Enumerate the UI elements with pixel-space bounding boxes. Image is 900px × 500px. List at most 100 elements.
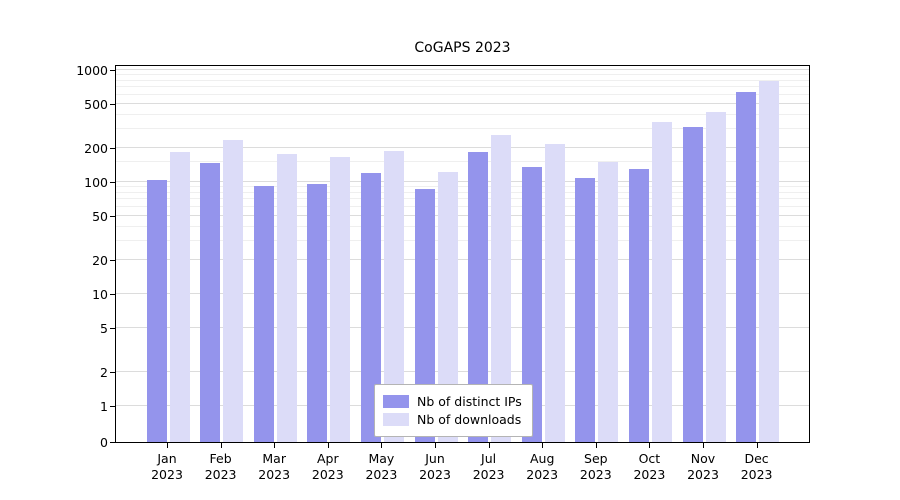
x-tick-mark <box>756 443 758 448</box>
legend-label-distinct-ips: Nb of distinct IPs <box>417 394 522 409</box>
x-tick-mark <box>435 443 436 448</box>
y-tick-label: 1 <box>100 399 108 414</box>
y-tick-label: 100 <box>84 175 108 190</box>
x-tick-label: Apr 2023 <box>311 451 344 482</box>
bar-distinct-ips <box>468 152 489 442</box>
bar-distinct-ips <box>200 162 221 442</box>
gridline <box>116 191 809 193</box>
plot-area: Nb of distinct IPs Nb of downloads <box>115 65 810 443</box>
gridline <box>116 186 809 188</box>
bar-distinct-ips <box>414 189 435 442</box>
y-tick-label: 50 <box>92 208 108 224</box>
x-tick-mark <box>274 443 276 448</box>
legend: Nb of distinct IPs Nb of downloads <box>374 384 533 437</box>
bar-downloads <box>598 161 619 442</box>
legend-item-downloads: Nb of downloads <box>383 412 522 427</box>
x-tick-label: Dec 2023 <box>740 451 773 482</box>
y-tick-mark <box>110 327 115 329</box>
gridline <box>116 79 809 81</box>
y-tick-mark <box>110 294 115 295</box>
gridline <box>116 74 809 76</box>
gridline <box>116 181 809 182</box>
bar-downloads <box>759 80 780 442</box>
bar-downloads <box>330 156 351 442</box>
x-tick-label: Feb 2023 <box>204 451 237 482</box>
bar-downloads <box>437 172 458 442</box>
bar-distinct-ips <box>307 184 328 442</box>
x-tick-mark <box>595 443 597 448</box>
bar-downloads <box>544 143 565 442</box>
gridline <box>116 239 809 241</box>
y-tick-label: 20 <box>92 253 108 269</box>
bar-downloads <box>169 152 190 442</box>
x-tick-label: Mar 2023 <box>258 451 291 482</box>
bar-distinct-ips <box>360 173 381 442</box>
bar-distinct-ips <box>575 178 596 442</box>
bar-downloads <box>276 154 297 442</box>
legend-swatch-downloads <box>383 413 409 426</box>
bar-distinct-ips <box>628 168 649 442</box>
gridline <box>116 102 809 104</box>
gridline <box>116 113 809 115</box>
y-tick-mark <box>110 148 115 150</box>
y-tick-label: 200 <box>84 141 108 157</box>
x-tick-mark <box>220 443 222 448</box>
y-tick-label: 500 <box>84 96 108 112</box>
gridline <box>116 86 809 88</box>
bar-downloads <box>491 134 512 442</box>
x-tick-mark <box>381 443 383 448</box>
y-tick-label: 2 <box>100 365 108 381</box>
x-tick-mark <box>649 443 651 448</box>
gridline <box>116 147 809 149</box>
bar-distinct-ips <box>521 167 542 442</box>
legend-item-distinct-ips: Nb of distinct IPs <box>383 394 522 409</box>
y-tick-label: 1000 <box>76 63 108 78</box>
bar-distinct-ips <box>736 91 757 442</box>
y-tick-mark <box>110 70 115 71</box>
y-tick-mark <box>110 260 115 262</box>
x-tick-mark <box>703 443 704 448</box>
bar-downloads <box>705 111 726 442</box>
gridline <box>116 93 809 95</box>
bar-downloads <box>223 140 244 442</box>
chart-title: CoGAPS 2023 <box>414 40 511 56</box>
x-tick-mark <box>542 443 544 448</box>
x-tick-label: Jun 2023 <box>419 451 451 482</box>
gridline <box>116 326 809 328</box>
y-tick-mark <box>110 103 115 105</box>
bar-distinct-ips <box>682 127 703 442</box>
bar-distinct-ips <box>146 179 167 442</box>
y-tick-label: 0 <box>100 435 108 450</box>
gridline <box>116 198 809 200</box>
x-tick-label: Jul 2023 <box>472 451 505 482</box>
y-tick-label: 10 <box>92 287 108 302</box>
gridline <box>116 214 809 216</box>
bar-downloads <box>383 151 404 442</box>
gridline <box>116 225 809 227</box>
gridline <box>116 259 809 261</box>
x-tick-label: Jan 2023 <box>151 451 183 482</box>
x-tick-label: May 2023 <box>365 451 398 482</box>
x-tick-mark <box>488 443 490 448</box>
y-tick-mark <box>110 372 115 374</box>
gridline <box>116 127 809 129</box>
x-tick-mark <box>327 443 329 448</box>
gridline <box>116 293 809 294</box>
gridline <box>116 205 809 207</box>
gridline <box>116 371 809 373</box>
y-tick-mark <box>110 215 115 217</box>
x-tick-label: Sep 2023 <box>579 451 612 482</box>
y-tick-mark <box>110 182 115 183</box>
y-tick-label: 5 <box>100 320 108 336</box>
y-tick-mark <box>110 406 115 407</box>
legend-label-downloads: Nb of downloads <box>417 412 522 427</box>
x-tick-label: Aug 2023 <box>526 451 559 482</box>
y-tick-mark <box>110 442 115 443</box>
x-tick-label: Oct 2023 <box>633 451 666 482</box>
bar-downloads <box>651 121 672 442</box>
legend-swatch-distinct-ips <box>383 395 409 408</box>
gridline <box>116 161 809 163</box>
bar-distinct-ips <box>253 185 274 442</box>
x-tick-mark <box>167 443 168 448</box>
